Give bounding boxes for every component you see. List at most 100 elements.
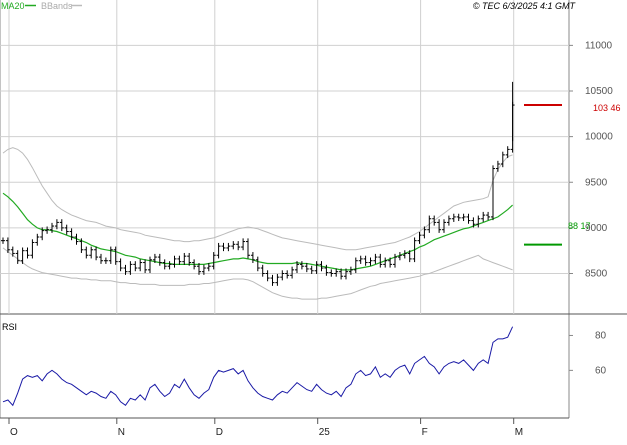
price-bar xyxy=(35,233,40,246)
price-bar xyxy=(476,215,481,228)
x-tick-label: N xyxy=(118,427,125,438)
price-bar xyxy=(290,266,295,279)
price-bar xyxy=(40,227,45,241)
price-y-tick-label: 10500 xyxy=(585,86,613,97)
price-bar xyxy=(99,253,103,264)
price-bar xyxy=(84,246,89,259)
price-bar xyxy=(451,213,456,222)
price-bar xyxy=(157,253,162,266)
price-bar xyxy=(265,270,270,282)
price-bar xyxy=(358,255,363,264)
price-bar xyxy=(304,263,309,273)
price-bar xyxy=(348,266,353,275)
price-bar xyxy=(172,255,177,268)
y-axis-ticks: 8500 9000 9500 10000 10500 11000 60 80 xyxy=(569,40,613,376)
price-bar xyxy=(417,231,422,244)
price-bar xyxy=(270,274,275,286)
price-bar xyxy=(427,215,432,233)
price-bar xyxy=(94,246,99,261)
price-bar xyxy=(412,237,417,263)
price-bar xyxy=(89,246,94,259)
price-bar xyxy=(206,263,211,272)
x-tick-label: D xyxy=(216,427,223,438)
price-bar xyxy=(280,270,285,281)
price-bar xyxy=(143,259,148,274)
price-bar xyxy=(192,259,197,270)
price-bar xyxy=(437,219,442,233)
price-bar xyxy=(500,151,505,168)
price-bar xyxy=(461,213,466,222)
price-bar xyxy=(1,237,5,244)
price-bar xyxy=(353,257,358,274)
price-bar xyxy=(152,253,157,264)
grid-lines xyxy=(0,0,569,314)
price-y-tick-label: 9000 xyxy=(585,223,608,234)
price-bar xyxy=(197,263,201,275)
price-bar xyxy=(50,222,54,233)
chart-frame xyxy=(0,0,627,419)
price-bar xyxy=(221,242,226,252)
price-bar xyxy=(45,226,50,234)
price-bar xyxy=(388,257,393,268)
price-bar xyxy=(339,268,344,280)
price-bar xyxy=(177,255,182,265)
price-bar xyxy=(446,215,451,226)
price-bar xyxy=(505,146,510,159)
price-bar xyxy=(5,237,10,253)
price-bar xyxy=(79,238,84,253)
price-bar xyxy=(456,213,461,222)
price-bar xyxy=(211,252,216,270)
rsi-line xyxy=(2,326,514,407)
price-bar xyxy=(466,213,471,224)
price-bar xyxy=(182,252,187,265)
price-bar xyxy=(69,228,74,241)
last-price-label: 103 46 xyxy=(593,103,621,113)
price-bar xyxy=(299,261,304,270)
price-bar xyxy=(407,250,412,263)
copyright-timestamp: © TEC 6/3/2025 4:1 GMT xyxy=(473,1,577,11)
price-bar xyxy=(344,268,348,280)
price-bar xyxy=(236,241,241,251)
price-y-tick-label: 9500 xyxy=(585,177,608,188)
price-bar xyxy=(167,261,172,270)
price-bar xyxy=(378,253,383,268)
price-bar xyxy=(187,252,192,266)
price-bar xyxy=(30,239,35,259)
x-tick-label: M xyxy=(515,427,523,438)
price-bar xyxy=(397,252,402,261)
legend-bbands-label: BBands xyxy=(41,1,73,11)
rsi-title: RSI xyxy=(2,322,17,332)
price-bar xyxy=(25,247,30,259)
price-bar xyxy=(255,256,260,272)
rsi-y-tick-label: 60 xyxy=(595,365,607,376)
price-bar xyxy=(108,246,113,264)
price-bar xyxy=(250,252,255,264)
price-bar xyxy=(275,273,280,286)
price-bar xyxy=(363,255,368,266)
price-bar xyxy=(15,250,20,264)
price-bar xyxy=(422,226,427,239)
price-bar xyxy=(138,259,143,272)
price-bar xyxy=(368,257,373,266)
price-bar xyxy=(481,211,486,222)
rsi-layer xyxy=(2,326,514,407)
price-bar xyxy=(486,211,491,221)
price-bar xyxy=(334,268,339,277)
price-bar xyxy=(64,224,69,235)
price-y-tick-label: 10000 xyxy=(585,132,613,143)
price-bar xyxy=(246,238,250,259)
price-bar xyxy=(128,261,133,275)
price-y-tick-label: 8500 xyxy=(585,269,608,280)
x-tick-label: 25 xyxy=(319,427,331,438)
price-bar xyxy=(329,269,334,277)
ma20-value-label: 88 17 xyxy=(568,221,591,231)
price-bar xyxy=(314,261,319,274)
price-bars xyxy=(1,81,515,286)
price-bar xyxy=(118,258,123,272)
price-bar xyxy=(201,264,206,275)
legend-ma20-label: MA20 xyxy=(1,1,25,11)
price-bar xyxy=(113,246,118,265)
price-bar xyxy=(495,160,500,172)
rsi-y-tick-label: 80 xyxy=(595,330,607,341)
